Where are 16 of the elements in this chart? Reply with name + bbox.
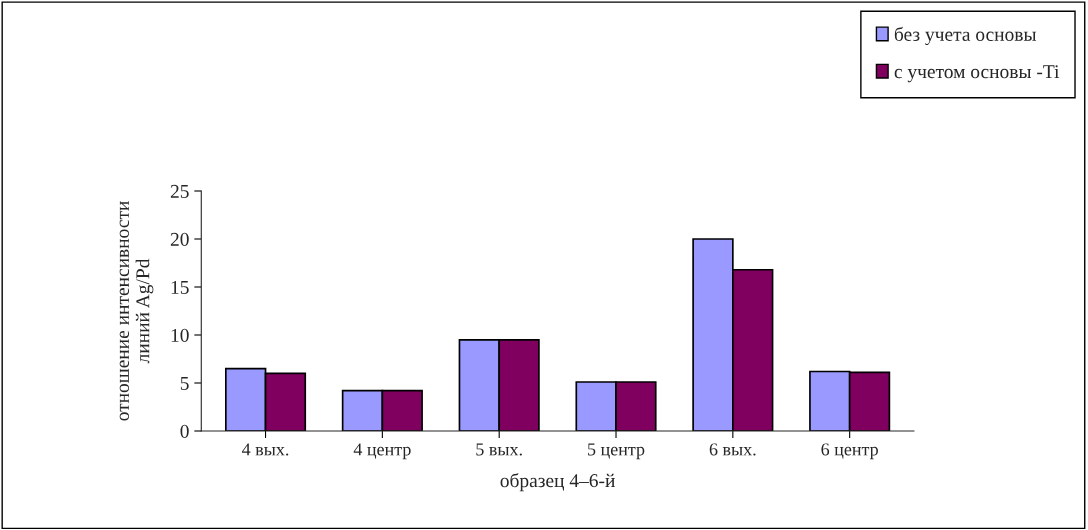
y-tick-label: 15 — [171, 280, 189, 294]
x-tick-label: 6 центр — [821, 443, 878, 460]
x-tick-label: 5 центр — [588, 443, 645, 460]
x-tick-label: 6 вых. — [709, 443, 756, 456]
legend-label: без учета основы — [894, 26, 1037, 45]
x-tick-label: 5 вых. — [476, 443, 522, 456]
x-tick-label: 4 центр — [353, 443, 411, 460]
y-tick-label: 5 — [180, 377, 189, 390]
y-tick-label: 25 — [170, 184, 189, 198]
y-tick-label: 10 — [171, 328, 189, 342]
legend-label: с учетом основы -Ti — [894, 65, 1060, 83]
x-tick-label: 4 вых. — [242, 443, 289, 456]
y-axis-title: отношение интенсивности линий Ag/Pd — [119, 201, 154, 421]
y-tick-label: 20 — [170, 232, 189, 246]
y-tick-label: 0 — [180, 424, 189, 438]
x-axis-title: образец 4–6-й — [500, 473, 615, 492]
